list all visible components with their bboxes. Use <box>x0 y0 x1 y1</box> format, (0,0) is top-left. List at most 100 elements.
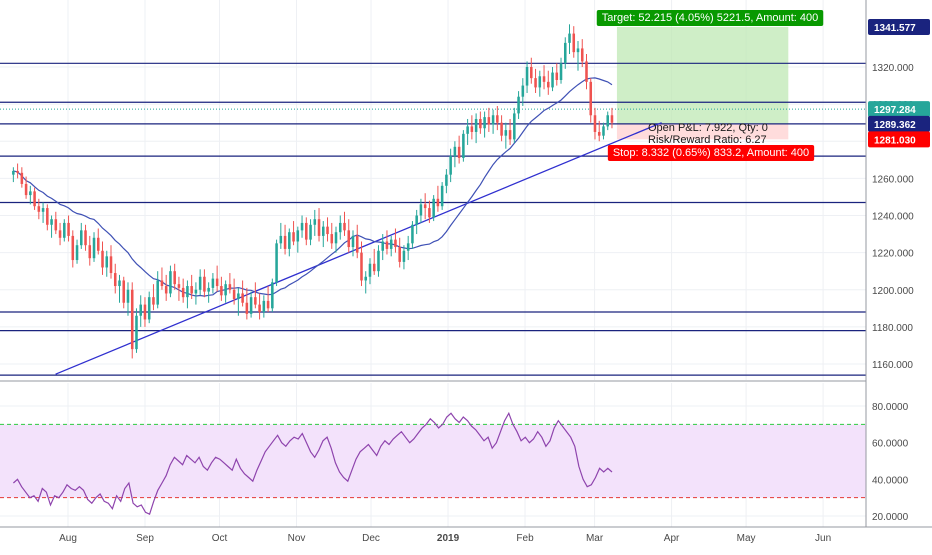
x-tick-label: Oct <box>212 533 228 544</box>
loss-zone <box>616 123 789 140</box>
candle-body <box>483 117 486 129</box>
candle-body <box>20 172 24 184</box>
candle-body <box>389 239 393 249</box>
candle-body <box>538 76 542 88</box>
candle-body <box>118 280 121 287</box>
candle-body <box>173 271 176 285</box>
candle-body <box>296 230 300 242</box>
candle-body <box>419 204 423 216</box>
x-tick-label: 2019 <box>437 533 460 544</box>
candle-body <box>63 222 66 238</box>
candle-body <box>258 304 261 313</box>
candle-body <box>470 126 474 132</box>
risk-reward-label: Risk/Reward Ratio: 6.27 <box>648 134 767 146</box>
candle-body <box>207 287 210 292</box>
candle-body <box>177 284 181 288</box>
candle-body <box>139 304 142 316</box>
candle-body <box>249 297 253 314</box>
candle-body <box>585 61 588 82</box>
price-tag-box <box>868 131 930 148</box>
candle-body <box>534 78 537 88</box>
candle-body <box>262 300 266 313</box>
candle-body <box>402 250 406 262</box>
rsi-y-tick-label: 60.0000 <box>872 439 909 450</box>
candle-body <box>610 115 614 123</box>
candle-body <box>271 282 274 309</box>
candle-body <box>54 219 58 231</box>
candle-body <box>377 250 380 272</box>
candle-body <box>147 297 151 320</box>
candle-body <box>313 219 317 225</box>
x-tick-label: Dec <box>362 533 380 544</box>
candle-body <box>190 286 193 294</box>
candle-body <box>580 48 584 62</box>
candle-body <box>156 280 159 305</box>
profit-zone <box>616 26 789 124</box>
y-tick-label: 1200.000 <box>872 286 914 297</box>
candle-body <box>67 222 70 236</box>
candle-body <box>343 222 346 231</box>
candle-body <box>37 206 41 212</box>
candle-body <box>445 174 448 186</box>
price-tag-box <box>868 115 930 132</box>
candle-body <box>152 297 155 305</box>
candle-body <box>143 304 147 320</box>
rsi-y-tick-label: 80.0000 <box>872 402 909 413</box>
moving-average-line <box>13 77 613 297</box>
candle-body <box>338 222 342 233</box>
y-tick-label: 1220.000 <box>872 249 914 260</box>
candle-body <box>513 113 516 140</box>
candle-body <box>602 126 605 136</box>
candle-body <box>288 232 291 249</box>
candle-body <box>16 170 19 173</box>
candle-body <box>504 130 508 136</box>
candle-body <box>41 208 45 212</box>
candle-body <box>92 237 96 259</box>
price-axis-background <box>866 0 932 550</box>
y-tick-label: 1260.000 <box>872 174 914 185</box>
candle-body <box>266 300 270 309</box>
candle-body <box>360 252 363 281</box>
candle-body <box>88 245 92 259</box>
candle-body <box>228 284 232 290</box>
candle-body <box>411 224 414 244</box>
candle-body <box>194 289 198 294</box>
candle-body <box>181 287 185 298</box>
candle-body <box>576 48 580 53</box>
candle-body <box>479 118 482 129</box>
candle-body <box>96 237 100 251</box>
candle-body <box>245 302 249 314</box>
x-tick-label: Nov <box>288 533 306 544</box>
candle-body <box>292 232 295 242</box>
candle-body <box>50 219 53 225</box>
candle-body <box>415 215 418 225</box>
candle-body <box>232 289 236 300</box>
candle-body <box>279 235 283 244</box>
y-tick-label: 1160.000 <box>872 360 913 371</box>
candle-body <box>211 278 215 288</box>
candle-body <box>317 219 321 236</box>
candle-body <box>542 76 546 82</box>
x-tick-label: Sep <box>136 533 154 544</box>
x-tick-label: Jun <box>815 533 831 544</box>
candle-body <box>126 289 130 303</box>
candle-body <box>423 204 427 209</box>
candle-body <box>215 278 219 287</box>
candle-body <box>12 170 15 175</box>
candle-body <box>58 230 62 238</box>
x-tick-label: Aug <box>59 533 77 544</box>
candle-body <box>487 117 491 125</box>
target-label: Target: 52.215 (4.05%) 5221.5, Amount: 4… <box>602 12 818 24</box>
candle-body <box>71 235 75 261</box>
rsi-y-tick-label: 20.0000 <box>872 512 909 523</box>
candle-body <box>474 118 478 132</box>
candle-body <box>372 263 376 272</box>
candle-body <box>457 146 461 158</box>
candle-body <box>80 230 83 246</box>
candle-body <box>300 222 304 231</box>
candle-body <box>432 198 435 218</box>
candle-body <box>84 230 87 246</box>
stop-label-box <box>607 145 815 161</box>
candle-body <box>275 243 278 283</box>
